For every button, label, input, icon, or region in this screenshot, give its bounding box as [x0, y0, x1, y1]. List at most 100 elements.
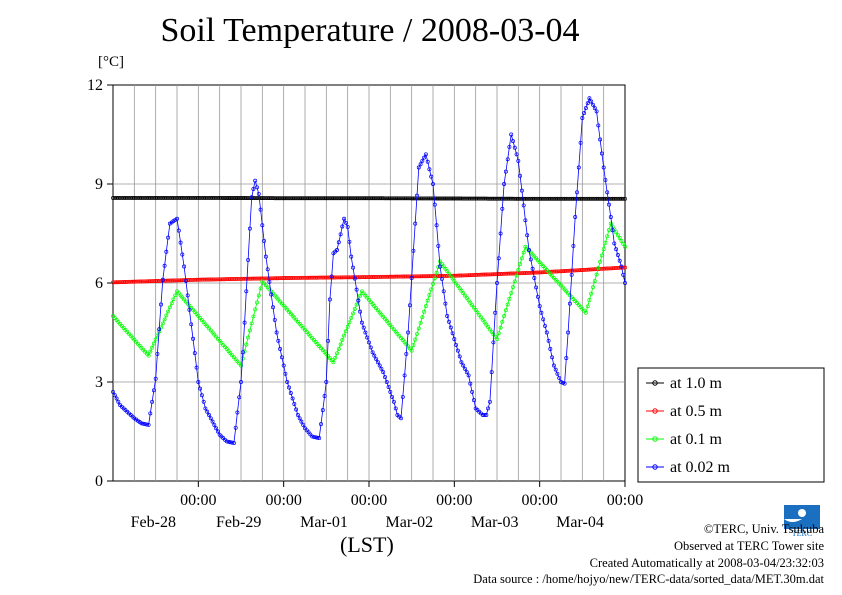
series-line	[112, 222, 626, 367]
data-point	[173, 293, 178, 298]
data-point	[443, 266, 448, 271]
data-point	[491, 272, 496, 277]
data-point	[507, 296, 512, 301]
data-point	[326, 275, 331, 280]
data-point	[585, 304, 590, 309]
data-point	[511, 271, 515, 276]
data-point	[484, 272, 489, 277]
data-point	[571, 196, 576, 201]
data-point	[534, 285, 539, 290]
data-point	[608, 215, 613, 219]
legend-label: at 0.02 m	[670, 459, 731, 476]
data-point	[479, 315, 483, 320]
data-point	[162, 263, 167, 268]
data-point	[459, 273, 464, 278]
data-point	[207, 413, 211, 417]
data-point	[155, 195, 160, 200]
data-point	[418, 162, 423, 167]
data-point	[457, 354, 462, 359]
data-point	[534, 196, 539, 201]
data-point	[246, 257, 251, 262]
data-point	[486, 325, 491, 329]
data-point	[548, 347, 553, 351]
data-point	[116, 399, 121, 404]
data-point	[285, 196, 290, 201]
data-point	[479, 196, 483, 201]
data-point	[278, 196, 283, 201]
data-point	[251, 276, 256, 281]
data-point	[164, 313, 169, 318]
data-point	[235, 410, 240, 415]
data-point	[550, 355, 555, 360]
data-point	[464, 295, 469, 300]
data-point	[496, 256, 501, 261]
data-point	[333, 355, 338, 360]
data-point	[484, 322, 489, 327]
data-point	[443, 301, 448, 306]
data-point	[265, 267, 270, 272]
data-point	[431, 182, 435, 186]
data-point	[219, 277, 224, 282]
data-point	[459, 196, 464, 201]
data-point	[432, 202, 437, 207]
data-point	[447, 196, 451, 201]
data-point	[445, 196, 450, 201]
data-point	[246, 335, 251, 340]
data-point	[180, 278, 185, 283]
data-point	[514, 273, 519, 278]
data-point	[262, 276, 267, 281]
data-point	[281, 363, 286, 368]
data-point	[244, 289, 249, 294]
data-point	[443, 273, 448, 278]
series-at-1-0-m	[111, 195, 627, 201]
data-point	[539, 270, 544, 275]
data-point	[150, 345, 155, 350]
data-point	[194, 365, 199, 370]
data-point	[287, 196, 291, 201]
data-point	[477, 272, 482, 277]
data-point	[509, 132, 514, 137]
data-point	[336, 240, 341, 245]
data-point	[285, 276, 290, 280]
data-point	[411, 248, 416, 253]
data-point	[491, 196, 496, 201]
data-point	[603, 266, 608, 271]
data-point	[141, 279, 146, 284]
data-point	[425, 298, 430, 303]
data-point	[559, 196, 563, 201]
data-point	[141, 421, 146, 426]
data-point	[489, 370, 494, 375]
data-point	[605, 190, 610, 195]
y-tick-label: 12	[87, 77, 103, 94]
data-point	[335, 248, 339, 252]
data-point	[399, 416, 403, 421]
data-point	[333, 196, 338, 201]
data-point	[279, 355, 284, 360]
chart-title: Soil Temperature / 2008-03-04	[160, 12, 580, 49]
data-point	[555, 196, 560, 201]
data-point	[187, 307, 192, 312]
data-point	[153, 376, 158, 381]
data-point	[134, 279, 139, 284]
data-point	[212, 195, 217, 200]
data-point	[173, 278, 178, 283]
x-tick-date-label: Mar-02	[385, 514, 433, 531]
data-point	[361, 325, 366, 330]
x-tick-time-label: 00:00	[180, 492, 216, 509]
data-point	[363, 330, 368, 335]
data-point	[548, 196, 553, 201]
data-point	[167, 305, 172, 310]
data-point	[214, 277, 219, 282]
data-point	[127, 195, 131, 200]
data-point	[301, 275, 306, 280]
data-point	[326, 338, 331, 343]
data-point	[454, 342, 459, 347]
data-point	[477, 312, 482, 317]
data-point	[557, 375, 562, 380]
data-point	[175, 195, 179, 200]
data-point	[313, 435, 318, 440]
data-point	[212, 422, 217, 427]
data-point	[269, 292, 274, 297]
data-point	[427, 167, 432, 172]
data-point	[601, 165, 606, 170]
